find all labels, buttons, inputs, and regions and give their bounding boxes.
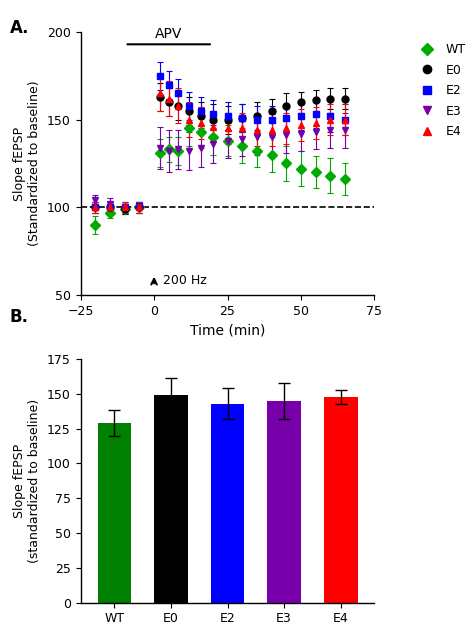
Text: 200 Hz: 200 Hz — [163, 274, 207, 287]
Text: B.: B. — [9, 308, 28, 326]
Y-axis label: Slope fEPSP
(Standardized to baseline): Slope fEPSP (Standardized to baseline) — [13, 81, 41, 246]
Y-axis label: Slope fEPSP
(standardized to baseline): Slope fEPSP (standardized to baseline) — [13, 399, 41, 563]
Text: A.: A. — [9, 19, 29, 37]
X-axis label: Time (min): Time (min) — [190, 323, 265, 337]
Text: APV: APV — [155, 27, 182, 41]
Bar — [154, 395, 188, 603]
Bar — [267, 401, 301, 603]
Bar — [324, 397, 357, 603]
Legend: WT, E0, E2, E3, E4: WT, E0, E2, E3, E4 — [410, 38, 471, 144]
Bar — [210, 403, 245, 603]
Bar — [98, 423, 131, 603]
